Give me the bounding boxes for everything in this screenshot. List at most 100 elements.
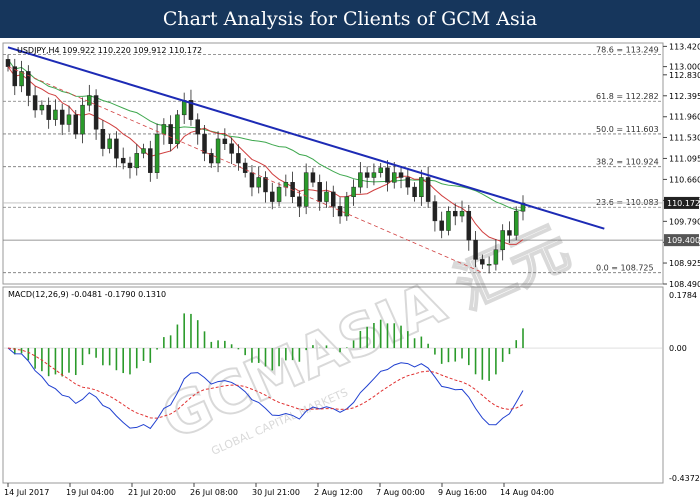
moving-averages bbox=[7, 59, 524, 245]
candle-body bbox=[26, 71, 31, 96]
candle-body bbox=[452, 210, 458, 217]
trendline-group bbox=[7, 46, 605, 273]
price-tick-label: 108.925 bbox=[669, 259, 700, 268]
candle-body bbox=[425, 177, 431, 202]
candle-body bbox=[473, 239, 478, 260]
candle-body bbox=[270, 191, 275, 202]
candle-body bbox=[80, 104, 85, 135]
symbol-info-label: USDJPY,H4 109.922 110.220 109.912 110.17… bbox=[17, 46, 202, 55]
time-tick-label: 7 Aug 00:00 bbox=[376, 488, 425, 497]
fib-level-label: 38.2 = 110.924 bbox=[596, 158, 659, 167]
candle-body bbox=[114, 138, 119, 159]
candle-body bbox=[12, 66, 18, 87]
macd-tick-label: -0.4372 bbox=[669, 474, 700, 483]
candle-body bbox=[181, 100, 187, 116]
candle-body bbox=[195, 119, 200, 135]
ma-red-line bbox=[7, 66, 524, 245]
descending-trendline bbox=[7, 46, 605, 230]
candle-body bbox=[215, 138, 221, 164]
candle-body bbox=[46, 104, 51, 120]
price-tick-label: 108.490 bbox=[669, 280, 700, 289]
candle-body bbox=[161, 124, 167, 135]
candle-body bbox=[432, 201, 438, 222]
price-tick-label: 112.395 bbox=[669, 92, 700, 101]
candle-body bbox=[317, 182, 322, 202]
time-tick-label: 14 Aug 04:00 bbox=[500, 488, 554, 497]
fib-level-label: 0.0 = 108.725 bbox=[596, 264, 654, 273]
candle-body bbox=[276, 186, 282, 202]
time-tick-label: 2 Aug 12:00 bbox=[314, 488, 363, 497]
channel-dashed-line bbox=[7, 66, 483, 273]
price-tick-label: 113.000 bbox=[669, 63, 700, 72]
macd-indicator: 0.1784 0.00 -0.4372 bbox=[3, 291, 700, 483]
fibonacci-levels: 78.6 = 113.249 61.8 = 112.282 50.0 = 111.6… bbox=[3, 46, 700, 274]
candle-body bbox=[358, 172, 363, 188]
candle-body bbox=[398, 172, 404, 178]
candle-body bbox=[297, 196, 302, 207]
macd-tick-label: 0.1784 bbox=[669, 291, 697, 300]
candle-body bbox=[175, 114, 180, 144]
candle-body bbox=[405, 177, 411, 188]
candle-body bbox=[263, 177, 268, 193]
candle-body bbox=[66, 114, 72, 125]
candle-body bbox=[5, 59, 11, 67]
current-price-box bbox=[664, 196, 699, 209]
current-price-label: 110.172 bbox=[667, 199, 700, 208]
price-panel-frame bbox=[2, 42, 664, 285]
candle-body bbox=[385, 167, 390, 183]
time-axis: 14 Jul 2017 19 Jul 04:00 21 Jul 20:00 26 Ju… bbox=[4, 483, 554, 497]
price-tick-label: 111.530 bbox=[669, 133, 700, 142]
price-tick-label: 109.790 bbox=[669, 217, 700, 226]
candle-body bbox=[168, 124, 173, 144]
candle-body bbox=[446, 210, 451, 231]
time-tick-label: 19 Jul 04:00 bbox=[66, 488, 114, 497]
candles bbox=[5, 54, 526, 274]
candle-body bbox=[127, 162, 133, 169]
candle-body bbox=[351, 186, 356, 198]
time-tick-label: 21 Jul 20:00 bbox=[128, 488, 176, 497]
price-tick-label: 112.830 bbox=[669, 71, 700, 80]
candle-body bbox=[154, 133, 160, 173]
candle-body bbox=[412, 186, 417, 198]
macd-signal-line bbox=[7, 347, 524, 419]
candle-body bbox=[480, 259, 485, 265]
macd-tick-label: 0.00 bbox=[669, 344, 687, 353]
fib-level-label: 50.0 = 111.603 bbox=[596, 125, 659, 134]
candle-body bbox=[148, 148, 153, 173]
candle-body bbox=[100, 129, 106, 149]
candle-body bbox=[466, 210, 472, 241]
candle-body bbox=[209, 153, 214, 164]
support-level-label: 109.400 bbox=[667, 236, 700, 245]
price-tick-label: 111.095 bbox=[669, 154, 700, 163]
candle-body bbox=[222, 138, 228, 144]
macd-info-label: MACD(12,26,9) -0.0481 -0.1790 0.1310 bbox=[8, 290, 166, 299]
candle-body bbox=[39, 104, 45, 111]
price-tick-label: 113.420 bbox=[669, 42, 700, 51]
candle-body bbox=[364, 172, 370, 178]
candle-body bbox=[229, 143, 234, 154]
ma-green-line bbox=[7, 59, 524, 212]
candle-body bbox=[107, 138, 112, 149]
time-tick-label: 26 Jul 08:00 bbox=[190, 488, 238, 497]
candle-body bbox=[242, 162, 248, 173]
candle-body bbox=[202, 133, 207, 154]
support-level-box bbox=[664, 234, 699, 247]
candle-body bbox=[120, 157, 126, 164]
candle-body bbox=[249, 172, 255, 188]
candle-body bbox=[378, 167, 383, 173]
candle-body bbox=[141, 148, 146, 154]
candle-body bbox=[53, 109, 58, 120]
candle-body bbox=[331, 191, 336, 207]
chart-banner-title: Chart Analysis for Clients of GCM Asia bbox=[0, 0, 700, 38]
candle-body bbox=[419, 177, 424, 198]
macd-panel-frame bbox=[2, 286, 664, 484]
candle-body bbox=[87, 95, 92, 106]
candle-body bbox=[500, 230, 505, 251]
time-tick-label: 9 Aug 16:00 bbox=[438, 488, 487, 497]
candle-body bbox=[93, 95, 99, 130]
candle-body bbox=[19, 71, 24, 87]
price-tick-label: 111.960 bbox=[669, 113, 700, 122]
candle-body bbox=[439, 220, 444, 231]
